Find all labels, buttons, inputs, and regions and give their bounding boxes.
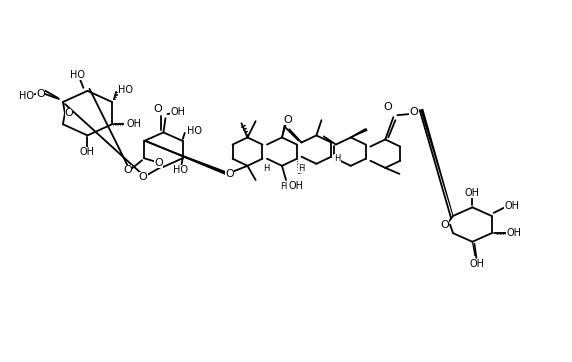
Polygon shape [420, 109, 454, 216]
Text: OH: OH [80, 147, 95, 157]
Polygon shape [472, 242, 476, 256]
Polygon shape [281, 121, 288, 138]
Text: OH: OH [465, 188, 480, 198]
Text: H: H [263, 164, 269, 173]
Text: HO: HO [173, 165, 188, 175]
Text: H̄: H̄ [297, 164, 304, 173]
Text: O: O [153, 104, 162, 114]
Text: O: O [36, 89, 45, 99]
Text: HO: HO [187, 126, 202, 136]
Polygon shape [351, 128, 368, 138]
Text: OH: OH [505, 201, 519, 211]
Text: HO: HO [118, 85, 133, 95]
Text: O: O [409, 107, 418, 117]
Text: HO: HO [70, 70, 85, 80]
Polygon shape [144, 140, 227, 174]
Text: HO: HO [19, 91, 34, 101]
Text: O: O [65, 108, 73, 118]
Text: O: O [440, 219, 450, 230]
Text: H̄: H̄ [280, 182, 287, 190]
Text: O: O [139, 172, 148, 182]
Text: O: O [225, 169, 233, 179]
Text: OH: OH [126, 119, 141, 129]
Text: O: O [383, 102, 392, 112]
Text: OH: OH [170, 107, 185, 117]
Text: OH: OH [470, 259, 485, 269]
Text: O: O [283, 115, 292, 125]
Text: H: H [334, 154, 340, 163]
Text: O: O [154, 157, 163, 168]
Text: O: O [124, 165, 132, 175]
Text: OH: OH [289, 181, 304, 191]
Text: OH: OH [506, 228, 522, 238]
